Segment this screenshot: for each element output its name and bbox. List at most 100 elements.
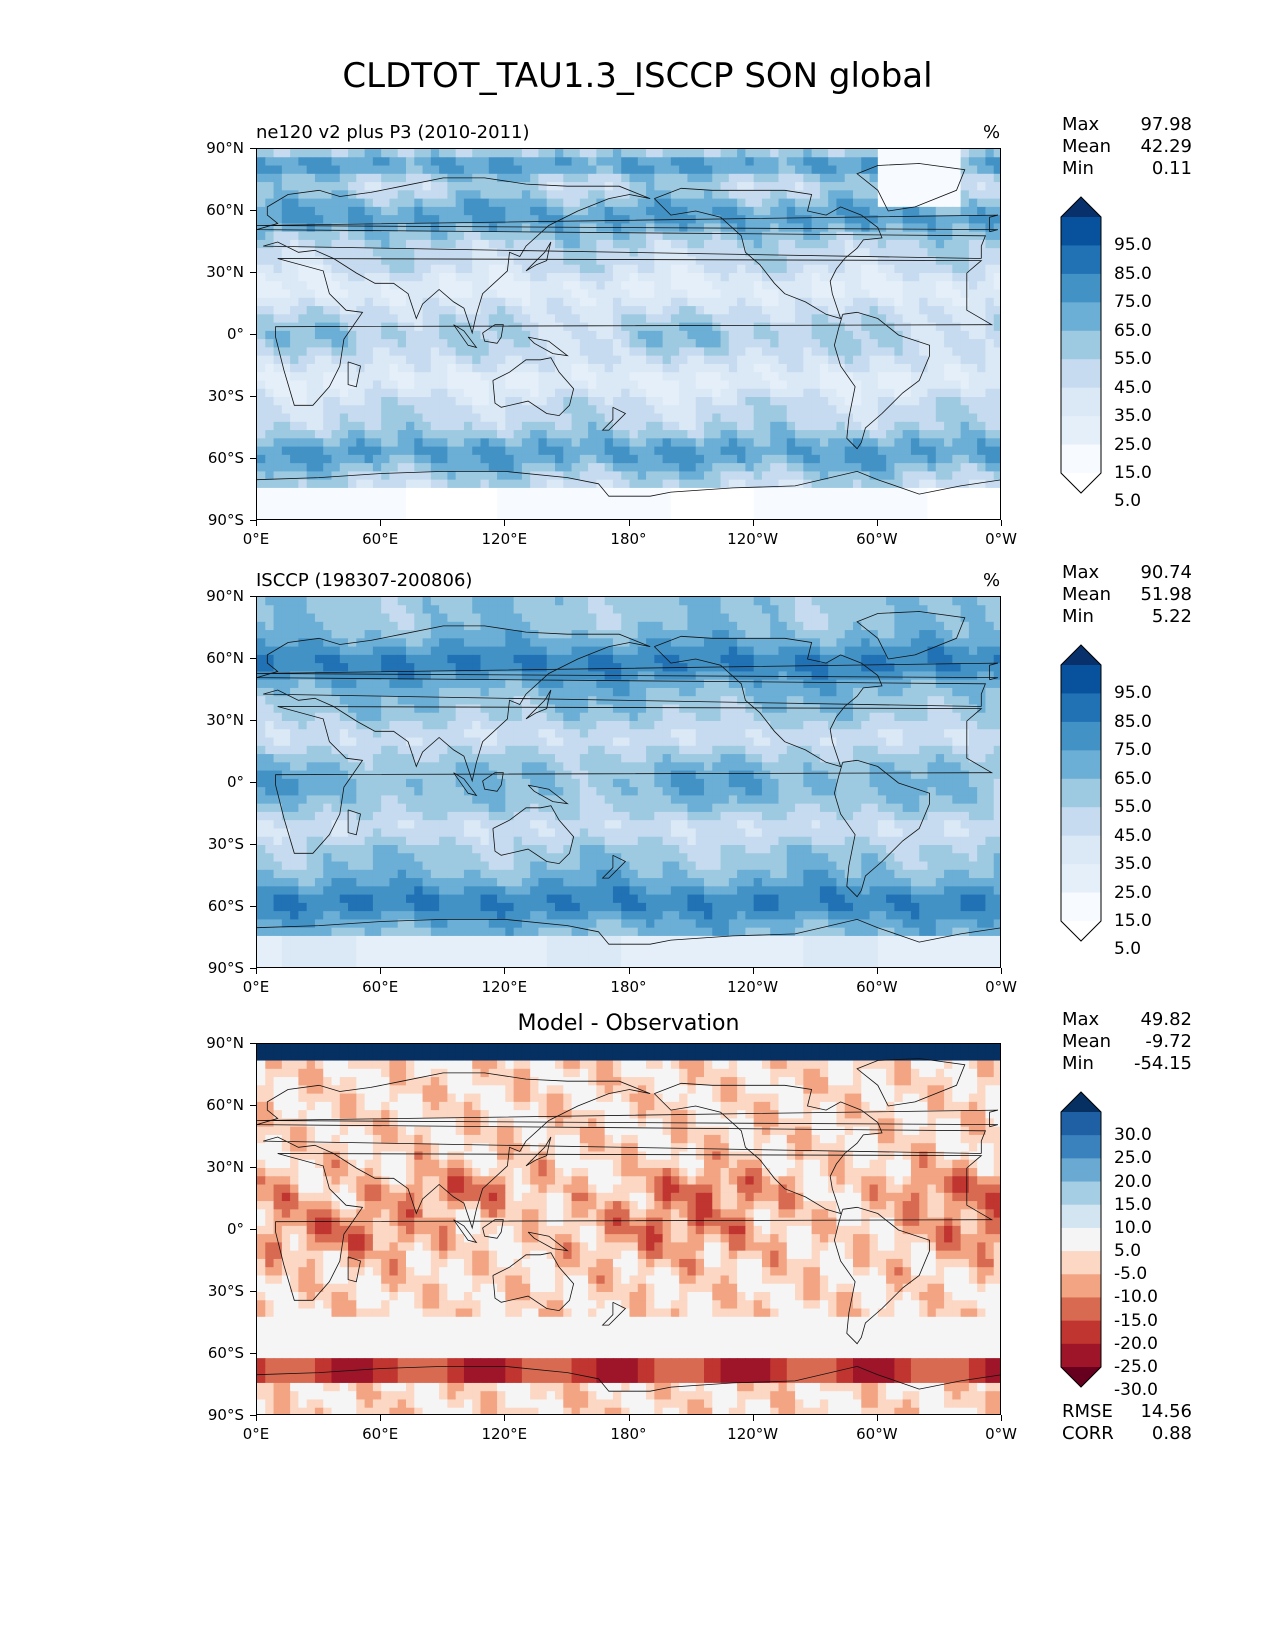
- field-cell: [281, 438, 291, 448]
- field-cell: [621, 630, 631, 639]
- field-cell: [513, 454, 523, 464]
- field-cell: [364, 380, 374, 390]
- field-cell: [869, 605, 879, 615]
- field-cell: [695, 314, 705, 324]
- field-cell: [646, 479, 655, 489]
- field-cell: [290, 149, 299, 158]
- field-cell: [844, 621, 854, 631]
- field-cell: [654, 347, 664, 357]
- field-cell: [927, 314, 937, 324]
- field-cell: [414, 264, 424, 274]
- field-cell: [439, 330, 448, 340]
- field-cell: [927, 613, 937, 623]
- field-cell: [712, 630, 722, 639]
- field-cell: [265, 438, 275, 448]
- field-cell: [281, 663, 291, 672]
- field-cell: [339, 479, 349, 489]
- field-cell: [273, 446, 283, 456]
- field-cell: [455, 322, 465, 332]
- field-cell: [356, 281, 366, 291]
- field-cell: [356, 671, 366, 681]
- field-cell: [910, 438, 920, 448]
- field-cell: [670, 322, 680, 332]
- field-cell: [414, 463, 424, 472]
- field-cell: [654, 165, 664, 175]
- field-cell: [348, 454, 357, 464]
- field-cell: [886, 215, 895, 224]
- field-cell: [861, 605, 871, 615]
- field-cell: [902, 273, 912, 282]
- field-cell: [944, 630, 953, 639]
- field-cell: [381, 638, 391, 648]
- field-cell: [348, 206, 357, 216]
- field-cell: [902, 215, 912, 224]
- field-cell: [455, 479, 465, 489]
- field-cell: [314, 372, 324, 382]
- field-cell: [985, 413, 995, 423]
- field-cell: [273, 496, 283, 506]
- field-cell: [364, 471, 374, 481]
- field-cell: [513, 388, 523, 398]
- field-cell: [803, 630, 813, 639]
- field-cell: [290, 264, 299, 274]
- field-cell: [844, 479, 854, 489]
- field-cell: [455, 306, 465, 315]
- field-cell: [397, 248, 407, 258]
- field-cell: [513, 273, 523, 282]
- field-cell: [546, 380, 556, 390]
- field-cell: [819, 314, 829, 324]
- field-cell: [869, 621, 879, 631]
- field-cell: [737, 206, 746, 216]
- field-cell: [886, 421, 895, 431]
- field-cell: [811, 289, 821, 299]
- field-cell: [381, 165, 391, 175]
- field-cell: [488, 663, 498, 672]
- field-cell: [695, 630, 705, 639]
- field-cell: [505, 397, 515, 406]
- field-cell: [621, 621, 631, 631]
- field-cell: [273, 405, 283, 415]
- field-cell: [472, 339, 482, 348]
- field-cell: [513, 182, 523, 191]
- field-cell: [786, 446, 796, 456]
- x-tick-mark: [752, 520, 754, 526]
- field-cell: [555, 256, 564, 266]
- field-cell: [497, 479, 506, 489]
- field-cell: [306, 306, 316, 315]
- field-cell: [828, 430, 838, 439]
- field-cell: [869, 463, 879, 472]
- field-cell: [952, 372, 962, 382]
- field-cell: [993, 322, 1000, 332]
- field-cell: [811, 463, 821, 472]
- field-cell: [588, 380, 597, 390]
- field-cell: [604, 264, 614, 274]
- field-cell: [497, 157, 506, 167]
- field-cell: [869, 314, 879, 324]
- field-cell: [538, 621, 548, 631]
- field-cell: [480, 347, 490, 357]
- field-cell: [389, 413, 399, 423]
- field-cell: [745, 314, 755, 324]
- field-cell: [331, 512, 341, 519]
- field-cell: [712, 306, 722, 315]
- field-cell: [505, 281, 515, 291]
- field-cell: [414, 248, 424, 258]
- field-cell: [588, 363, 597, 373]
- field-cell: [505, 239, 515, 249]
- field-cell: [919, 173, 929, 183]
- field-cell: [795, 306, 804, 315]
- field-cell: [935, 463, 945, 472]
- field-cell: [844, 173, 854, 183]
- field-cell: [621, 355, 631, 365]
- field-cell: [761, 355, 771, 365]
- field-cell: [745, 654, 755, 664]
- field-cell: [323, 496, 333, 506]
- field-cell: [985, 638, 995, 648]
- field-cell: [381, 231, 391, 241]
- field-cell: [406, 380, 415, 390]
- field-cell: [960, 198, 970, 208]
- field-cell: [670, 512, 680, 519]
- field-cell: [406, 239, 415, 249]
- field-cell: [704, 339, 713, 348]
- field-cell: [604, 646, 614, 656]
